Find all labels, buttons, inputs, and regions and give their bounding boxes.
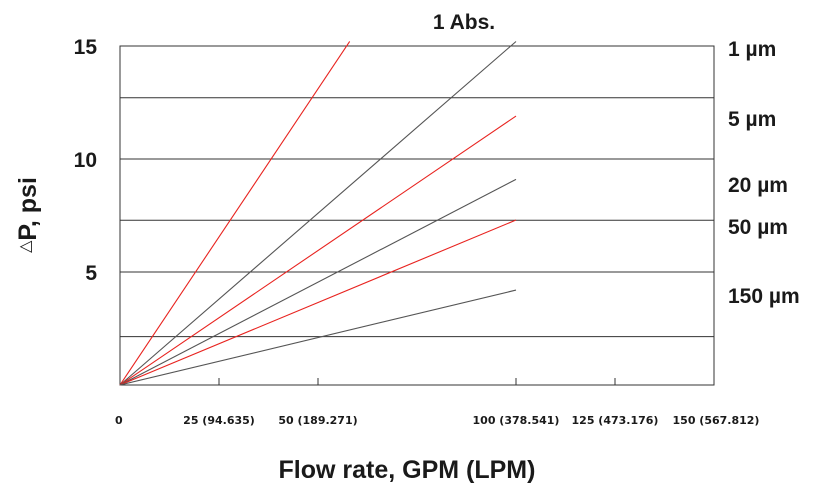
x-tick-label: 0	[115, 414, 123, 427]
series-line-3	[119, 178, 517, 386]
y-axis-ticks: 5 10 15	[74, 36, 98, 285]
series-labels: 1 Abs. 1 µm 5 µm 20 µm 50 µm 150 µm	[433, 11, 800, 308]
x-tick-label: 100 (378.541)	[473, 414, 560, 427]
series-line-1	[119, 41, 517, 386]
x-axis-title: Flow rate, GPM (LPM)	[279, 456, 536, 484]
series-lines	[119, 41, 517, 386]
series-line-5	[119, 289, 517, 386]
series-label: 150 µm	[728, 285, 800, 308]
series-label: 1 Abs.	[433, 11, 495, 34]
x-tick-label: 150 (567.812)	[673, 414, 760, 427]
series-label: 20 µm	[728, 174, 788, 197]
y-tick-label: 15	[74, 36, 98, 59]
plot-frame	[119, 45, 715, 386]
delta-symbol: △	[17, 240, 34, 253]
x-tick-label: 50 (189.271)	[278, 414, 357, 427]
x-tick-label: 125 (473.176)	[572, 414, 659, 427]
series-line-2	[119, 115, 517, 386]
x-axis-ticks: 0 25 (94.635) 50 (189.271) 100 (378.541) 125…	[115, 378, 759, 427]
series-line-0	[119, 41, 351, 386]
y-tick-label: 10	[74, 149, 97, 172]
series-label: 50 µm	[728, 216, 788, 239]
x-tick-label: 25 (94.635)	[183, 414, 255, 427]
y-axis-title: △P, psi	[14, 177, 42, 253]
gridlines	[120, 97, 714, 338]
series-line-4	[119, 219, 517, 386]
y-axis-title-text: P, psi	[14, 177, 42, 240]
series-label: 1 µm	[728, 38, 776, 61]
y-axis-title-group: △P, psi	[14, 177, 42, 253]
series-label: 5 µm	[728, 108, 776, 131]
y-tick-label: 5	[85, 262, 97, 285]
